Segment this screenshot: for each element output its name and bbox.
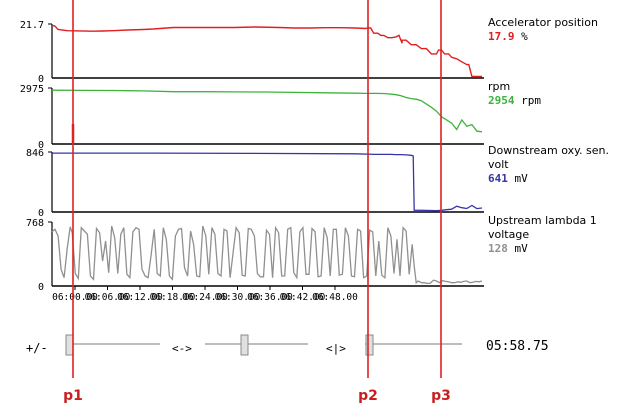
cursor-time: 05:58.75 [486,339,549,354]
legend-value: 17.9 % [488,30,528,43]
unit: mV [508,172,528,185]
x-tick-label: 06:00.00 [52,292,98,303]
marker-lines: p1 p2 p3 [63,0,451,404]
y-max-label: 2975 [20,84,44,95]
current-value: 641 [488,172,508,185]
unit: % [515,30,529,43]
marker-label-p3: p3 [431,388,451,404]
y-max-label: 21.7 [20,20,44,31]
legend-value: 128 mV [488,242,528,255]
bar-symbol: <|> [326,342,346,355]
time-axis: 06:00.0006:06.0006:12.0006:18.0006:24.00… [52,286,358,303]
y-min-label: 0 [38,208,44,219]
y-max-label: 846 [26,148,44,159]
series-line-4 [51,225,483,285]
move-symbol: <-> [172,342,192,355]
unit: rpm [515,94,542,107]
x-tick-label: 06:36.00 [247,292,293,303]
legend-name: Upstream lambda 1 [488,214,597,227]
pan-slider-handle[interactable] [240,334,249,356]
y-max-label: 768 [26,218,44,229]
legend-name: rpm [488,80,510,93]
y-min-label: 0 [38,282,44,293]
series-line-2 [51,89,483,133]
legend-name: Downstream oxy. sen. [488,144,609,157]
current-value: 2954 [488,94,515,107]
legend-name: Accelerator position [488,16,598,29]
marker-label-p2: p2 [358,388,378,404]
legend-value: 641 mV [488,172,528,185]
x-tick-label: 06:48.00 [312,292,358,303]
x-tick-label: 06:30.00 [215,292,261,303]
plus-minus-label: +/- [26,341,48,355]
x-tick-label: 06:06.00 [85,292,131,303]
legend-name: volt [488,158,509,171]
unit: mV [508,242,528,255]
x-tick-label: 06:18.00 [150,292,196,303]
timeline-controls: +/- <-> <|> 05:58.75 [26,334,549,356]
y-min-label: 0 [38,140,44,151]
cursor-slider-handle[interactable] [365,334,374,356]
current-value: 128 [488,242,508,255]
legend-value: 2954 rpm [488,94,541,107]
x-tick-label: 06:24.00 [182,292,228,303]
legend-name: voltage [488,228,529,241]
x-tick-label: 06:12.00 [117,292,163,303]
series-line-3 [52,152,483,212]
zoom-slider-handle[interactable] [65,334,74,356]
series-line-1 [52,25,482,78]
y-min-label: 0 [38,74,44,85]
x-tick-label: 06:42.00 [280,292,326,303]
marker-label-p1: p1 [63,388,83,404]
current-value: 17.9 [488,30,515,43]
